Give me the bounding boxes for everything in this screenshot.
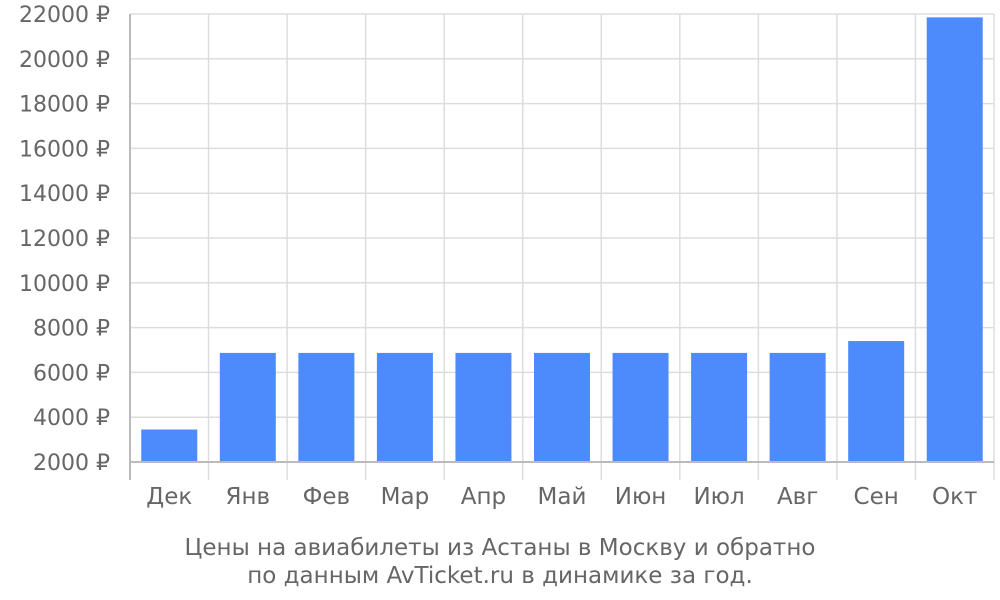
chart-caption-line-2: по данным AvTicket.ru в динамике за год. xyxy=(247,563,753,589)
x-tick-label: Июл xyxy=(693,484,744,510)
x-tick-label: Июн xyxy=(615,484,667,510)
y-tick-labels: 2000 ₽ 4000 ₽ 6000 ₽ 8000 ₽ 10000 ₽ 12000 ₽ 14… xyxy=(19,3,110,476)
y-tick-label: 18000 ₽ xyxy=(19,93,110,118)
x-tick-label: Май xyxy=(538,484,587,510)
bar-8 xyxy=(691,352,748,462)
x-tick-labels: Дек Янв Фев Мар Апр Май Июн Июл Авг Сен Окт xyxy=(146,484,977,510)
bar-1 xyxy=(141,429,198,462)
x-tick-label: Апр xyxy=(461,484,506,510)
y-tick-label: 14000 ₽ xyxy=(19,182,110,207)
y-tick-label: 16000 ₽ xyxy=(19,137,110,162)
bar-9 xyxy=(769,352,826,462)
bar-10 xyxy=(848,341,905,462)
bar-5 xyxy=(455,352,512,462)
bars xyxy=(141,17,983,463)
x-tick-label: Дек xyxy=(146,484,192,510)
price-bar-chart: 2000 ₽ 4000 ₽ 6000 ₽ 8000 ₽ 10000 ₽ 12000 ₽ 14… xyxy=(19,3,995,510)
x-tick-label: Авг xyxy=(777,484,818,510)
x-tick-label: Янв xyxy=(226,484,271,510)
x-tick-label: Мар xyxy=(381,484,430,510)
bar-11 xyxy=(926,17,983,463)
y-tick-label: 22000 ₽ xyxy=(19,3,110,28)
y-tick-label: 20000 ₽ xyxy=(19,48,110,73)
bar-4 xyxy=(376,352,433,462)
chart-caption-line-1: Цены на авиабилеты из Астаны в Москву и … xyxy=(184,535,816,561)
x-tick-label: Фев xyxy=(303,484,351,510)
y-tick-label: 6000 ₽ xyxy=(33,361,110,386)
y-tick-label: 2000 ₽ xyxy=(33,451,110,476)
y-tick-label: 12000 ₽ xyxy=(19,227,110,252)
x-tick-label: Сен xyxy=(854,484,899,510)
y-tick-label: 4000 ₽ xyxy=(33,406,110,431)
bar-7 xyxy=(612,352,669,462)
grid-lines xyxy=(130,13,995,480)
bar-2 xyxy=(219,352,276,462)
y-tick-label: 8000 ₽ xyxy=(33,317,110,342)
x-tick-label: Окт xyxy=(932,484,977,510)
bar-3 xyxy=(298,352,355,462)
bar-6 xyxy=(534,352,590,462)
y-tick-label: 10000 ₽ xyxy=(19,272,110,297)
axes xyxy=(129,14,994,480)
